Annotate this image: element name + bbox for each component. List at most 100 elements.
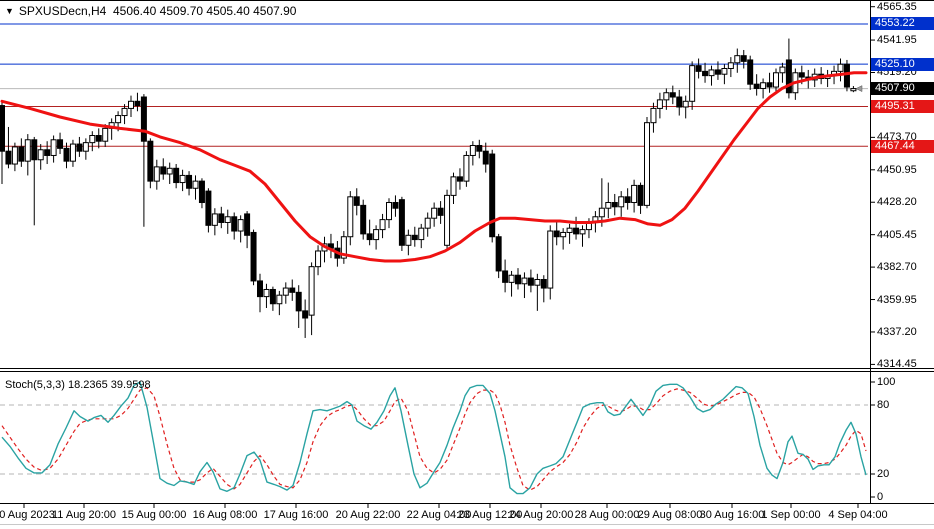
candle-body xyxy=(37,149,44,161)
candle-body xyxy=(598,207,605,218)
candle-body xyxy=(263,288,270,298)
stoch-signal-line[interactable] xyxy=(1,387,867,491)
price-tick-label: 4405.45 xyxy=(877,228,917,241)
candle-body xyxy=(482,150,489,165)
candle-body xyxy=(779,66,786,74)
candle-body xyxy=(218,213,225,223)
candle-body xyxy=(95,135,102,142)
candle-body xyxy=(850,88,857,92)
time-axis-label: 30 Aug 16:00 xyxy=(699,509,765,521)
candle-body xyxy=(624,196,631,204)
candle-body xyxy=(637,184,644,206)
candle-body xyxy=(553,230,560,238)
moving-average-line[interactable] xyxy=(0,71,868,263)
candle-body xyxy=(573,227,580,235)
time-axis-label: 28 Aug 00:00 xyxy=(574,509,640,521)
candle-body xyxy=(560,231,567,238)
candle-body xyxy=(115,115,122,124)
candle-body xyxy=(373,229,380,241)
candle-body xyxy=(276,294,283,305)
indicator-values: 18.2365 39.9598 xyxy=(67,379,151,391)
candle-body xyxy=(837,63,844,72)
candle-body xyxy=(618,196,625,208)
candle-body xyxy=(405,234,412,246)
candle-body xyxy=(205,190,212,226)
time-axis-label: 24 Aug 20:00 xyxy=(508,509,574,521)
candle-body xyxy=(315,250,322,268)
candle-body xyxy=(282,287,289,296)
stoch-tick-label: 100 xyxy=(877,376,896,388)
candle-body xyxy=(753,83,760,89)
price-tick-label: 4450.95 xyxy=(877,163,917,176)
time-axis-label: 4 Sep 04:00 xyxy=(828,509,888,521)
stoch-tick-label: 0 xyxy=(877,491,884,503)
time-axis-label: 22 Aug 04:00 xyxy=(406,509,472,521)
candle-body xyxy=(843,63,850,88)
candle-body xyxy=(605,202,612,209)
candle-body xyxy=(24,139,31,162)
candle-body xyxy=(134,100,141,107)
candle-body xyxy=(18,146,25,162)
candle-body xyxy=(508,274,515,283)
candle-body xyxy=(89,135,96,144)
candle-body xyxy=(714,69,721,75)
time-axis-label: 29 Aug 08:00 xyxy=(637,509,703,521)
candle-body xyxy=(102,127,109,142)
candle-body xyxy=(702,70,709,77)
candle-body xyxy=(527,277,534,286)
candle-body xyxy=(5,150,12,165)
time-axis-label: 20 Aug 22:00 xyxy=(335,509,401,521)
candle-body xyxy=(69,143,76,162)
candle-body xyxy=(469,144,476,156)
candle-body xyxy=(57,139,64,149)
candle-body xyxy=(257,280,263,298)
candle-body xyxy=(540,279,547,289)
candle-body xyxy=(302,310,309,319)
candle-body xyxy=(798,72,805,78)
candle-body xyxy=(360,204,367,235)
candle-body xyxy=(721,68,728,75)
candle-body xyxy=(418,227,425,241)
candle-body xyxy=(153,166,160,182)
candle-body xyxy=(785,59,792,94)
price-badge-4525.10: 4525.10 xyxy=(871,57,934,71)
time-axis-label: 10 Aug 2023 xyxy=(0,509,55,521)
candle-body xyxy=(44,149,51,156)
candle-body xyxy=(308,266,315,316)
candle-body xyxy=(82,142,89,152)
candle-body xyxy=(515,274,521,285)
price-badge-4495.31: 4495.31 xyxy=(871,100,934,114)
candle-body xyxy=(740,55,747,62)
candle-body xyxy=(173,167,180,184)
time-axis-label: 16 Aug 08:00 xyxy=(192,509,258,521)
candle-body xyxy=(476,144,483,152)
candle-body xyxy=(224,216,231,223)
price-tick-label: 4337.20 xyxy=(877,325,917,338)
candle-body xyxy=(179,174,186,184)
chart-title: ▼ SPXUSDecn,H4 4506.40 4509.70 4505.40 45… xyxy=(5,4,296,18)
candle-body xyxy=(11,146,18,165)
stoch-main-line[interactable] xyxy=(1,381,867,495)
time-axis-label: 11 Aug 20:00 xyxy=(51,509,117,521)
candle-body xyxy=(392,202,399,209)
candle-body xyxy=(231,216,238,232)
candle-body xyxy=(128,100,134,109)
candle-body xyxy=(663,92,670,101)
candle-body xyxy=(727,62,734,70)
indicator-name: Stoch(5,3,3) xyxy=(5,379,65,391)
candle-body xyxy=(502,270,509,283)
chart-title-symbol: SPXUSDecn,H4 xyxy=(18,4,107,18)
candle-body xyxy=(534,279,541,286)
price-tick-label: 4565.35 xyxy=(877,0,917,13)
time-axis-label: 1 Sep 00:00 xyxy=(761,509,821,521)
candle-body xyxy=(734,55,741,64)
candle-body xyxy=(682,100,689,108)
symbol-dropdown-icon[interactable]: ▼ xyxy=(5,6,14,16)
candle-body xyxy=(166,167,173,175)
candle-body xyxy=(773,72,779,88)
candle-body xyxy=(211,213,218,226)
candle-body xyxy=(289,287,296,293)
candle-body xyxy=(347,196,354,238)
